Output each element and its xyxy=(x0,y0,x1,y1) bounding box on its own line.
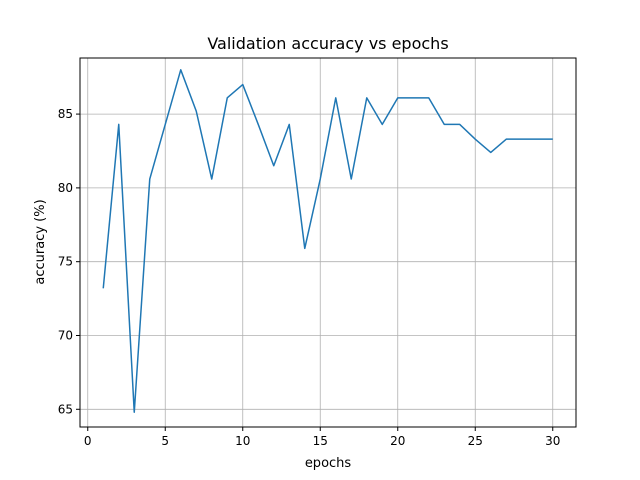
x-tick-label: 5 xyxy=(161,434,169,448)
y-tick-label: 85 xyxy=(58,107,73,121)
x-tick-label: 30 xyxy=(545,434,560,448)
y-axis-label: accuracy (%) xyxy=(33,199,48,284)
x-tick-label: 25 xyxy=(468,434,483,448)
chart-title: Validation accuracy vs epochs xyxy=(207,34,448,53)
y-tick-label: 65 xyxy=(58,402,73,416)
x-axis: 0 5 10 15 20 25 30 xyxy=(84,427,560,448)
y-tick-label: 70 xyxy=(58,328,73,342)
x-axis-label: epochs xyxy=(305,456,352,471)
series-layer xyxy=(102,69,553,413)
grid xyxy=(80,58,576,427)
y-tick-label: 75 xyxy=(58,255,73,269)
series-line xyxy=(102,69,553,413)
y-tick-label: 80 xyxy=(58,181,73,195)
x-tick-label: 20 xyxy=(390,434,405,448)
x-tick-label: 15 xyxy=(313,434,328,448)
x-tick-label: 0 xyxy=(84,434,92,448)
plot-frame xyxy=(79,57,577,428)
x-tick-label: 10 xyxy=(235,434,250,448)
y-axis: 65 70 75 80 85 xyxy=(58,107,80,416)
